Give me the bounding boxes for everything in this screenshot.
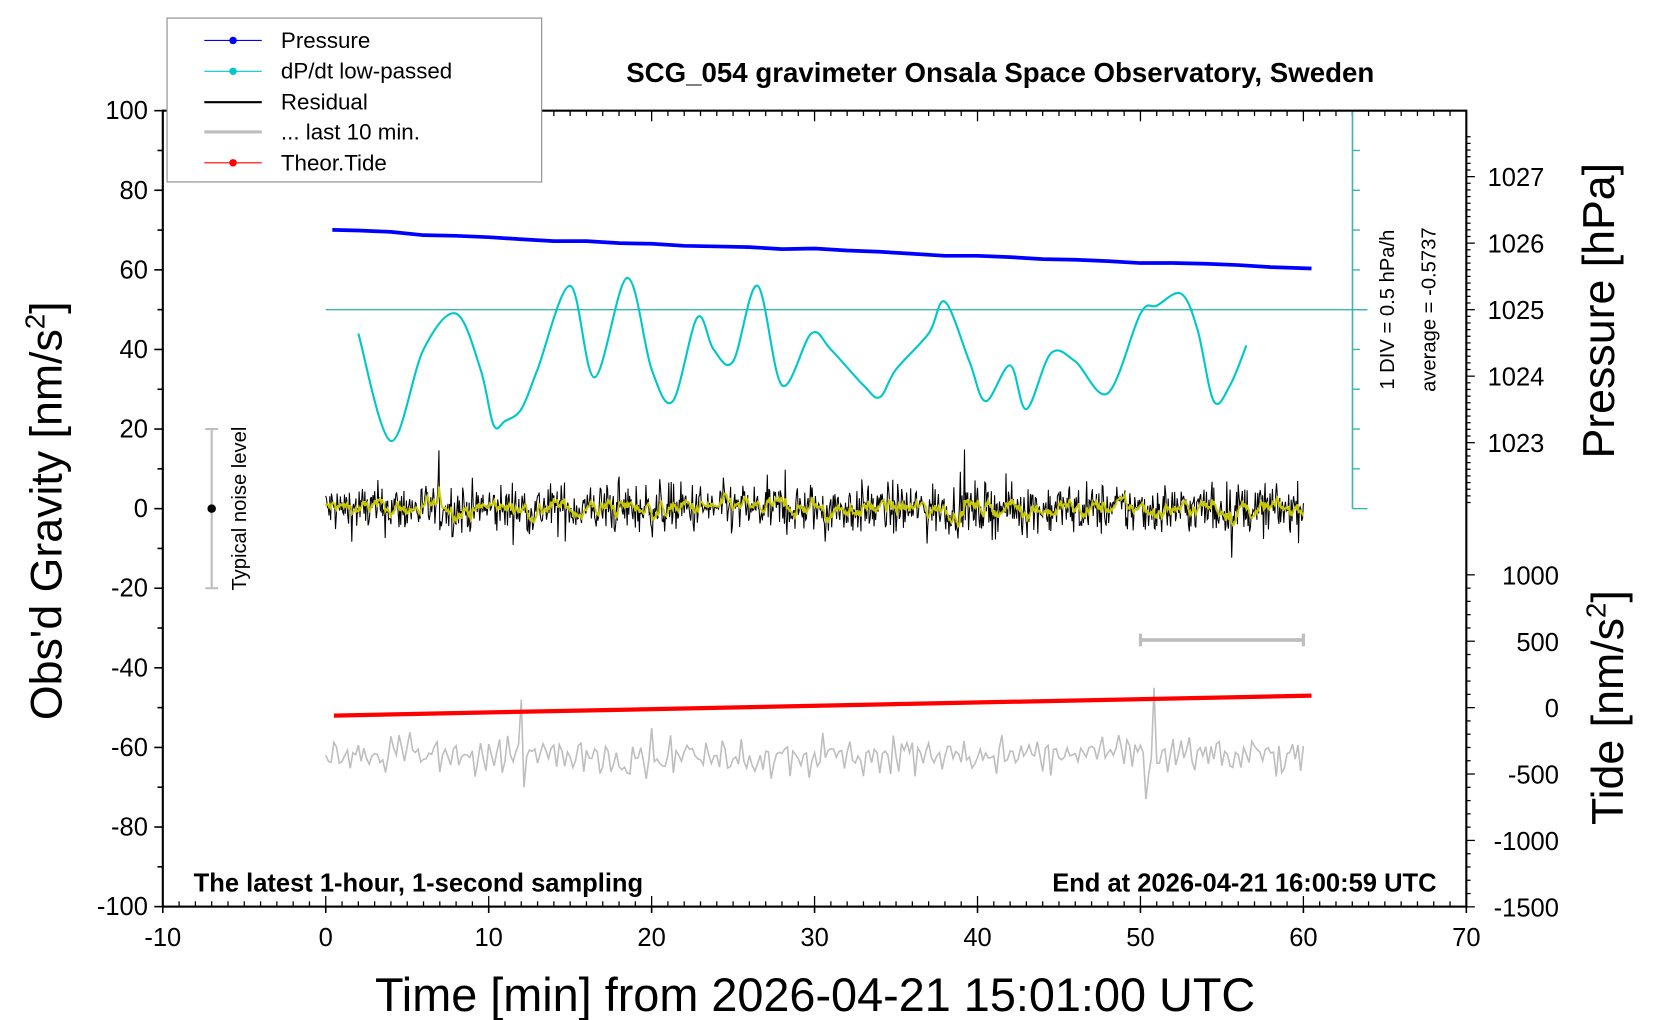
legend-label-dpdt: dP/dt low-passed xyxy=(281,59,452,84)
pressure-axis-label: Pressure [hPa] xyxy=(1575,163,1624,459)
tide-axis-label: Tide [nm/s2] xyxy=(1581,590,1633,825)
pressure-tick-label: 1024 xyxy=(1488,364,1545,392)
tide-tick-label: -1500 xyxy=(1494,894,1559,922)
dpdt-line xyxy=(357,276,1248,443)
legend-label-tide: Theor.Tide xyxy=(281,150,387,175)
annotation-sampling: The latest 1-hour, 1-second sampling xyxy=(194,870,643,898)
axis-ticks: -10 0 10 20 30 40 50 60 70100806040200-20-40-60-… xyxy=(97,97,1559,952)
chart-marks xyxy=(205,109,1368,800)
plot-frame xyxy=(161,109,1468,908)
x-tick-label: 60 xyxy=(1289,924,1317,952)
x-tick-label: 40 xyxy=(963,924,991,952)
y-tick-label: -60 xyxy=(111,734,148,762)
legend-label-pressure: Pressure xyxy=(281,28,370,53)
x-tick-label: 50 xyxy=(1126,924,1154,952)
tide-axis-label-sup: 2 xyxy=(1581,603,1612,618)
tide-axis-label-end: ] xyxy=(1584,590,1633,602)
pressure-tick-label: 1026 xyxy=(1488,231,1545,259)
legend: Pressure dP/dt low-passed Residual ... l… xyxy=(166,17,543,183)
legend-label-residual: Residual xyxy=(281,90,368,115)
y-tick-label: 40 xyxy=(120,336,148,364)
tide-tick-label: -1000 xyxy=(1494,828,1559,856)
annotation-end-time: End at 2026-04-21 16:00:59 UTC xyxy=(1052,870,1436,898)
legend-tide-marker xyxy=(229,159,237,167)
y-tick-label: 100 xyxy=(105,97,148,125)
annotation-div: 1 DIV = 0.5 hPa/h xyxy=(1377,230,1399,390)
x-tick-label: 70 xyxy=(1452,924,1480,952)
tide-axis-label-main: Tide [nm/s xyxy=(1584,618,1633,825)
annotation-average: average = -0.5737 xyxy=(1418,227,1440,392)
legend-pressure-marker xyxy=(229,36,237,45)
x-tick-label: 10 xyxy=(474,924,502,952)
y-tick-label: 0 xyxy=(134,495,148,523)
y-tick-label: -20 xyxy=(111,575,148,603)
tide-tick-label: 500 xyxy=(1516,629,1559,657)
x-tick-label: 30 xyxy=(800,924,828,952)
tide-tick-label: 1000 xyxy=(1502,562,1559,590)
y-tick-label: -40 xyxy=(111,654,148,682)
pressure-tick-label: 1025 xyxy=(1488,297,1545,325)
y-tick-label: 20 xyxy=(120,416,148,444)
chart-title: SCG_054 gravimeter Onsala Space Observat… xyxy=(626,57,1374,88)
residual-smoothed-line xyxy=(324,486,1305,529)
y-axis-label: Obs'd Gravity [nm/s2] xyxy=(20,301,72,720)
legend-box xyxy=(166,17,543,183)
pressure-tick-label: 1027 xyxy=(1488,164,1545,192)
y-axis-label-end: ] xyxy=(23,301,72,313)
x-tick-label: 20 xyxy=(637,924,665,952)
pressure-tick-label: 1023 xyxy=(1488,430,1545,458)
y-tick-label: 80 xyxy=(120,177,148,205)
y-tick-label: -80 xyxy=(111,814,148,842)
tide-tick-label: 0 xyxy=(1545,695,1559,723)
pressure-line xyxy=(332,227,1312,271)
last-10-min-line xyxy=(324,687,1305,800)
annotation-noise-level: Typical noise level xyxy=(229,427,251,591)
y-axis-label-sup: 2 xyxy=(20,314,51,329)
tide-line xyxy=(333,693,1312,718)
x-axis-label: Time [min] from 2026-04-21 15:01:00 UTC xyxy=(375,969,1255,1020)
x-tick-label: 0 xyxy=(319,924,333,952)
noise-bar-center xyxy=(207,504,216,513)
y-tick-label: 60 xyxy=(120,256,148,284)
y-axis-label-main: Obs'd Gravity [nm/s xyxy=(23,329,72,720)
tide-tick-label: -500 xyxy=(1508,762,1559,790)
y-tick-label: -100 xyxy=(97,893,148,921)
residual-line xyxy=(325,449,1304,558)
legend-dpdt-marker xyxy=(229,67,237,76)
x-tick-label: -10 xyxy=(144,924,181,952)
legend-label-last10: ... last 10 min. xyxy=(281,119,420,144)
